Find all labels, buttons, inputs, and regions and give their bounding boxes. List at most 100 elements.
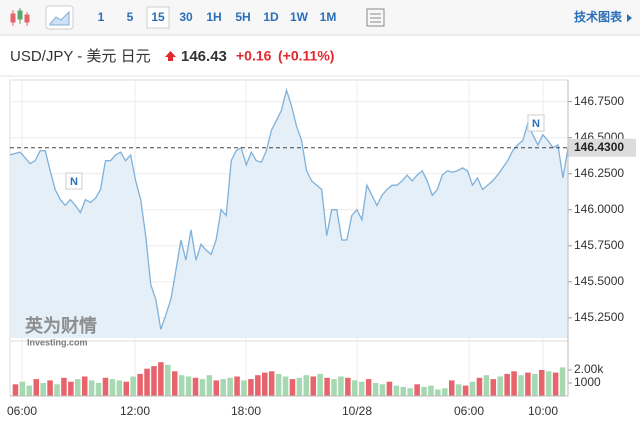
volume-bar bbox=[33, 379, 39, 396]
volume-bar bbox=[469, 381, 476, 396]
volume-bar bbox=[248, 379, 254, 396]
volume-bar bbox=[345, 377, 351, 396]
volume-bar bbox=[393, 385, 400, 396]
volume-bar bbox=[171, 371, 178, 396]
volume-bar bbox=[497, 376, 503, 396]
volume-bar bbox=[421, 386, 427, 396]
technical-chart-link[interactable]: 技术图表 bbox=[574, 9, 623, 24]
volume-bar bbox=[255, 375, 261, 396]
interval-button[interactable]: 1W bbox=[290, 10, 309, 24]
volume-bar bbox=[158, 362, 164, 396]
volume-bar bbox=[545, 371, 552, 396]
volume-bar bbox=[504, 373, 510, 396]
watermark-en: Investing.com bbox=[27, 337, 88, 347]
interval-button[interactable]: 5H bbox=[235, 10, 250, 24]
volume-bar bbox=[268, 371, 275, 396]
volume-bar bbox=[137, 373, 143, 396]
volume-bar bbox=[165, 364, 171, 396]
news-marker[interactable]: N bbox=[65, 172, 83, 190]
volume-bar bbox=[123, 381, 130, 396]
area-icon[interactable] bbox=[45, 5, 74, 30]
y-tick-label: 145.7500 bbox=[574, 238, 624, 252]
volume-bar bbox=[539, 370, 545, 396]
volume-bar bbox=[192, 377, 199, 396]
change-pct: (+0.11%) bbox=[278, 48, 334, 64]
volume-bar bbox=[358, 381, 365, 396]
volume-bar bbox=[317, 373, 323, 396]
volume-bar bbox=[428, 385, 434, 396]
volume-bar bbox=[88, 380, 95, 396]
candle-icon[interactable] bbox=[10, 8, 30, 26]
volume-bar bbox=[144, 368, 150, 396]
x-tick-label: 10/28 bbox=[342, 404, 372, 418]
interval-button[interactable]: 1M bbox=[320, 10, 337, 24]
interval-button[interactable]: 30 bbox=[179, 10, 193, 24]
pair-name: USD/JPY - 美元 日元 bbox=[10, 48, 151, 65]
volume-bar bbox=[324, 377, 330, 396]
y-tick-label: 145.5000 bbox=[574, 274, 624, 288]
volume-bar bbox=[220, 379, 226, 396]
volume-bar bbox=[511, 371, 517, 396]
volume-bar bbox=[532, 373, 538, 396]
watermark-cn: 英为财情 bbox=[24, 315, 97, 336]
link-arrow bbox=[627, 14, 632, 22]
x-tick-label: 18:00 bbox=[231, 404, 261, 418]
volume-bar bbox=[75, 379, 81, 396]
volume-bar bbox=[525, 372, 531, 396]
volume-bar bbox=[518, 375, 524, 396]
volume-bar bbox=[407, 388, 413, 396]
volume-bar bbox=[490, 379, 497, 396]
volume-bar bbox=[81, 376, 88, 396]
volume-bar bbox=[116, 380, 123, 396]
volume-bar bbox=[435, 389, 441, 396]
volume-bar bbox=[61, 377, 67, 396]
interval-button[interactable]: 5 bbox=[127, 10, 134, 24]
volume-bar bbox=[400, 386, 407, 396]
last-price-label: 146.4300 bbox=[574, 140, 624, 154]
volume-bar bbox=[47, 380, 53, 396]
volume-bar bbox=[414, 384, 420, 396]
table-icon[interactable] bbox=[366, 8, 385, 27]
news-marker-label: N bbox=[70, 176, 78, 188]
volume-bar bbox=[372, 383, 379, 396]
volume-bar bbox=[185, 376, 192, 396]
price: 146.43 bbox=[181, 48, 227, 65]
interval-button[interactable]: 1H bbox=[206, 10, 221, 24]
volume-bar bbox=[12, 384, 19, 396]
last-price-box bbox=[568, 138, 636, 157]
volume-bar bbox=[448, 380, 455, 396]
volume-bar bbox=[234, 376, 240, 396]
volume-y-tick-label: 2.00k bbox=[574, 362, 604, 376]
volume-bar bbox=[241, 380, 247, 396]
volume-bar bbox=[303, 375, 310, 396]
volume-bar bbox=[289, 379, 296, 396]
change: +0.16 bbox=[236, 48, 272, 64]
volume-bar bbox=[19, 381, 26, 396]
selected-interval-box bbox=[146, 6, 170, 29]
interval-button[interactable]: 1D bbox=[263, 10, 279, 24]
volume-bar bbox=[213, 380, 220, 396]
volume-bar bbox=[227, 377, 233, 396]
volume-bar bbox=[379, 384, 386, 396]
volume-bar bbox=[365, 379, 372, 396]
volume-bar bbox=[352, 380, 358, 396]
volume-bar bbox=[310, 376, 316, 396]
x-tick-label: 10:00 bbox=[528, 404, 558, 418]
up-arrow bbox=[165, 51, 176, 61]
volume-bar bbox=[95, 383, 102, 396]
volume-bar bbox=[40, 383, 46, 396]
volume-bar bbox=[54, 384, 60, 396]
volume-bar bbox=[476, 377, 483, 396]
volume-bar bbox=[275, 373, 282, 396]
interval-button[interactable]: 1 bbox=[98, 10, 105, 24]
volume-bar bbox=[483, 375, 490, 396]
x-tick-label: 12:00 bbox=[120, 404, 150, 418]
volume-bar bbox=[130, 376, 136, 396]
volume-bar bbox=[102, 377, 109, 396]
news-marker[interactable]: N bbox=[527, 114, 545, 132]
volume-bar bbox=[199, 379, 206, 396]
interval-button[interactable]: 15 bbox=[151, 10, 165, 24]
x-tick-label: 06:00 bbox=[7, 404, 37, 418]
volume-bar bbox=[178, 375, 185, 396]
